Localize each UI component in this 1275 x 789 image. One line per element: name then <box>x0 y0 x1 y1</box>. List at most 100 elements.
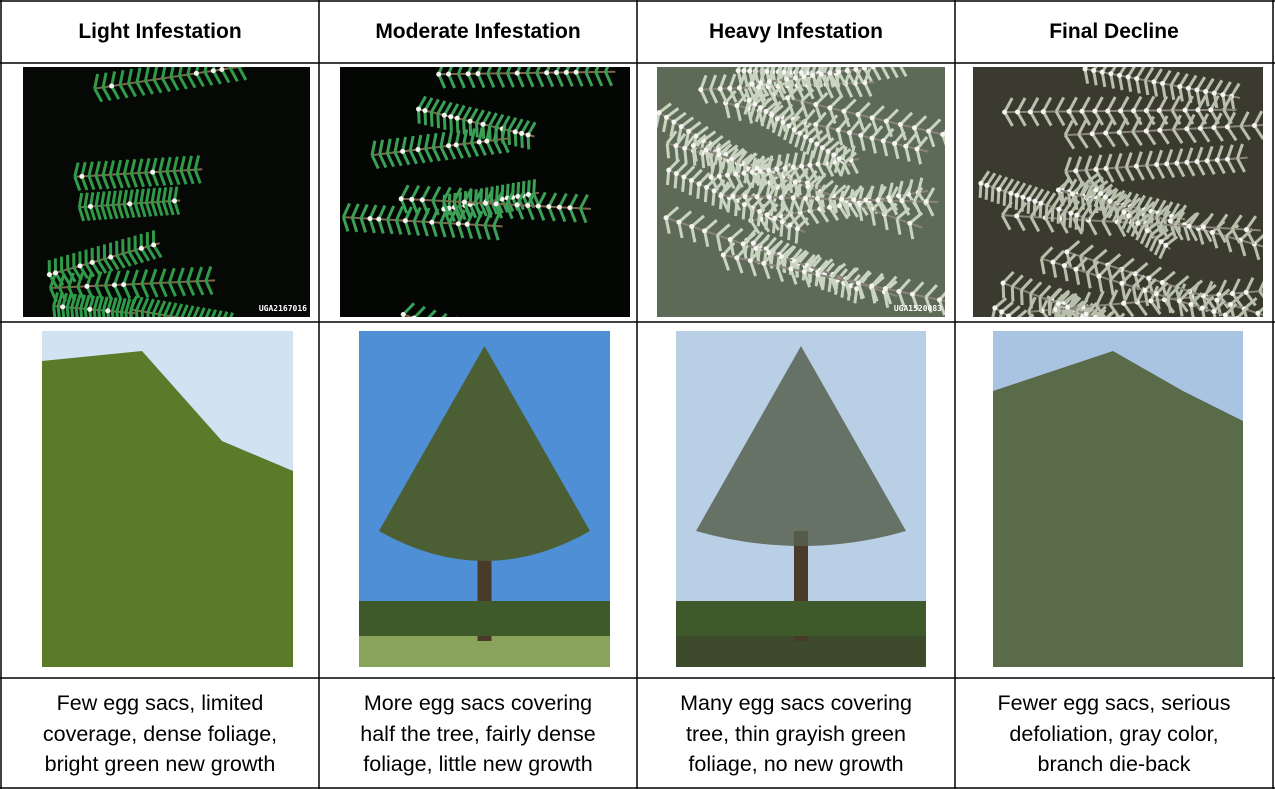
needle <box>859 135 866 151</box>
egg-sac <box>419 197 425 203</box>
needle <box>1090 176 1104 188</box>
egg-sac <box>671 119 677 125</box>
needle <box>341 216 350 232</box>
egg-sac <box>835 69 841 75</box>
egg-sac <box>1074 212 1080 218</box>
egg-sac <box>741 170 747 176</box>
egg-sac <box>676 219 682 225</box>
needle <box>1101 206 1114 222</box>
needle <box>1016 309 1028 317</box>
needle <box>755 182 767 198</box>
egg-sac <box>446 71 452 77</box>
needle <box>1084 197 1093 214</box>
egg-sac <box>53 270 59 276</box>
needle <box>1001 270 1015 285</box>
closeup-photo <box>973 67 1263 317</box>
needle <box>715 234 723 252</box>
egg-sac <box>1204 158 1210 164</box>
egg-sac <box>758 80 764 86</box>
needle <box>913 127 922 144</box>
needle <box>177 67 183 77</box>
needle <box>1195 146 1204 163</box>
needle <box>584 71 594 87</box>
needle <box>748 260 757 277</box>
needle <box>1169 208 1184 222</box>
egg-sac <box>766 167 772 173</box>
egg-sac <box>1092 108 1098 114</box>
needle <box>103 258 114 273</box>
needle <box>429 112 434 127</box>
needle <box>77 192 84 208</box>
needle <box>767 182 779 198</box>
needle <box>108 174 117 189</box>
needle <box>412 206 422 222</box>
needle <box>848 203 859 218</box>
needle <box>156 201 164 217</box>
needle <box>1245 228 1256 245</box>
needle <box>1157 95 1169 112</box>
needle <box>113 284 122 300</box>
needle <box>122 269 130 286</box>
needle <box>900 186 911 202</box>
needle <box>1145 164 1155 180</box>
needle <box>157 300 167 315</box>
needle <box>1094 154 1103 170</box>
needle <box>1187 225 1199 242</box>
needle <box>56 306 61 317</box>
needle <box>476 67 483 75</box>
needle <box>816 184 827 200</box>
needle <box>131 269 140 285</box>
needle <box>475 122 479 138</box>
egg-sac <box>923 199 929 205</box>
needle <box>463 187 473 203</box>
needle <box>1108 279 1115 296</box>
needle <box>767 240 783 254</box>
egg-sac <box>484 138 490 144</box>
needle <box>515 204 525 220</box>
egg-sac <box>681 174 687 180</box>
needle <box>115 159 123 175</box>
tree-photo <box>993 331 1243 667</box>
egg-sac <box>1133 163 1139 169</box>
egg-sac <box>810 73 816 79</box>
needle <box>94 205 102 221</box>
needle <box>803 258 817 273</box>
needle <box>161 201 170 216</box>
egg-sac <box>764 212 770 218</box>
needle <box>74 293 82 309</box>
egg-sac <box>740 241 746 247</box>
needle <box>1131 286 1138 303</box>
needle <box>594 71 604 87</box>
egg-sac <box>1195 107 1201 113</box>
needle <box>1106 309 1117 317</box>
egg-sac <box>769 112 775 118</box>
needle <box>728 87 738 103</box>
needle <box>690 226 697 243</box>
description: Fewer egg sacs, serious defoliation, gray… <box>955 681 1273 787</box>
needle <box>1057 291 1070 305</box>
needle <box>938 291 945 301</box>
needle <box>83 192 89 208</box>
egg-sac <box>836 156 842 162</box>
egg-sac <box>1243 227 1249 233</box>
egg-sac <box>476 139 482 145</box>
needle <box>124 312 128 317</box>
needle <box>803 108 816 123</box>
egg-sac <box>844 68 850 74</box>
needle <box>888 186 899 202</box>
needle <box>378 139 385 155</box>
needle <box>884 275 898 290</box>
egg-sac <box>514 70 520 76</box>
needle <box>1104 153 1113 170</box>
needle <box>1256 312 1261 317</box>
needle <box>798 211 810 226</box>
needle <box>1196 228 1205 245</box>
egg-sac <box>453 142 459 148</box>
needle <box>853 82 863 98</box>
needle <box>169 67 175 78</box>
needle <box>92 309 97 317</box>
needle <box>83 308 88 317</box>
needle <box>1209 95 1220 111</box>
needle <box>1189 292 1203 306</box>
closeup-photo <box>340 67 630 317</box>
